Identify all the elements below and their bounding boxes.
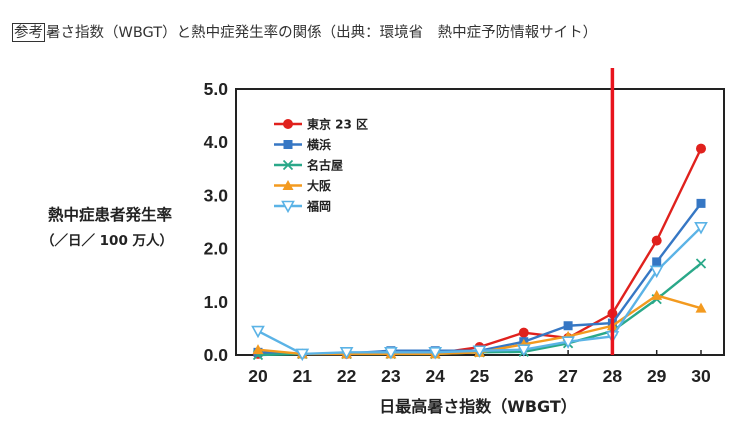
x-tick-label: 28 <box>603 366 623 386</box>
legend-item: 横浜 <box>274 137 331 152</box>
series-layer <box>251 143 708 362</box>
heading-text: 暑さ指数（WBGT）と熱中症発生率の関係（出典：環境省 熱中症予防情報サイト） <box>46 25 598 41</box>
y-tick-label: 0.0 <box>204 345 229 365</box>
data-point <box>252 344 264 355</box>
data-point <box>295 348 310 362</box>
x-tick-label: 24 <box>425 366 445 386</box>
series-1 <box>253 198 706 359</box>
legend-marker <box>281 200 295 214</box>
x-tick-label: 20 <box>248 366 268 386</box>
y-axis-label: 熱中症患者発生率 <box>48 205 173 224</box>
x-axis: 20 21 22 23 24 25 26 27 28 29 30 <box>248 350 711 386</box>
legend-item: 大阪 <box>274 178 332 193</box>
data-point <box>649 265 664 279</box>
y-axis-unit: （／日／ 100 万人） <box>41 233 173 249</box>
data-point <box>696 198 706 208</box>
legend-label: 大阪 <box>307 178 332 193</box>
data-point <box>695 258 707 269</box>
y-tick-label: 5.0 <box>204 79 229 99</box>
reference-tag: 参考 <box>12 23 45 42</box>
data-point <box>516 344 531 357</box>
legend-item: 福岡 <box>274 199 331 214</box>
data-point <box>696 143 706 154</box>
y-tick-label: 3.0 <box>204 185 229 205</box>
legend-marker <box>282 159 294 171</box>
data-point <box>251 325 265 339</box>
x-tick-label: 23 <box>381 366 401 386</box>
page-heading: 参考 暑さ指数（WBGT）と熱中症発生率の関係（出典：環境省 熱中症予防情報サイト… <box>12 21 597 42</box>
y-tick-label: 1.0 <box>204 292 229 312</box>
x-tick-label: 29 <box>647 366 667 386</box>
legend-label: 名古屋 <box>307 158 343 173</box>
legend-label: 東京 23 区 <box>307 117 368 132</box>
x-tick-label: 21 <box>293 366 313 386</box>
data-point <box>518 327 529 338</box>
data-point <box>651 289 663 300</box>
legend-label: 福岡 <box>306 199 331 214</box>
data-point <box>652 257 662 267</box>
legend-marker <box>283 119 293 129</box>
x-tick-label: 26 <box>514 366 534 386</box>
legend-item: 名古屋 <box>274 158 343 173</box>
data-point <box>694 222 708 235</box>
data-point <box>563 321 573 331</box>
legend-marker <box>282 180 294 190</box>
legend-label: 横浜 <box>307 137 331 152</box>
data-point <box>695 302 707 313</box>
legend-item: 東京 23 区 <box>274 117 368 132</box>
data-point <box>651 235 662 246</box>
series-0 <box>253 143 706 359</box>
data-point <box>472 345 487 358</box>
data-point <box>561 336 575 349</box>
data-point <box>339 347 354 360</box>
y-tick-label: 2.0 <box>204 239 229 259</box>
x-tick-label: 27 <box>558 366 577 386</box>
legend-marker <box>283 140 293 149</box>
series-4 <box>251 222 708 362</box>
x-axis-label: 日最高暑さ指数（WBGT） <box>379 397 577 416</box>
x-tick-label: 25 <box>470 366 490 386</box>
x-tick-label: 30 <box>691 366 711 386</box>
data-point <box>428 347 443 360</box>
data-point <box>384 347 398 360</box>
y-tick-label: 4.0 <box>204 132 229 152</box>
x-tick-label: 22 <box>337 366 357 386</box>
y-axis: 0.0 1.0 2.0 3.0 4.0 5.0 <box>204 79 229 365</box>
